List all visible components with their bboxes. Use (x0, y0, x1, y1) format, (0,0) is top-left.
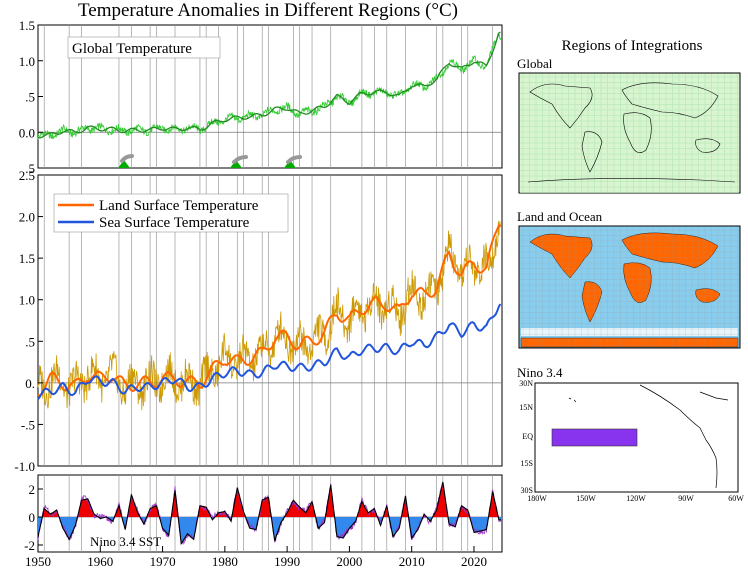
global-map-frame (518, 72, 741, 194)
volcano-markers (118, 154, 302, 168)
x-tick-label: 2010 (399, 554, 425, 568)
lon-label: 150W (576, 494, 596, 503)
y-tick-label: -2 (24, 538, 35, 553)
x-tick-label: 2020 (461, 554, 487, 568)
south-america-fill (581, 281, 603, 323)
legend-label-sea: Sea Surface Temperature (99, 215, 250, 231)
x-tick-label: 2000 (336, 554, 362, 568)
nino34-panel-label: Nino 3.4 SST (90, 534, 161, 549)
maps-heading: Regions of Integrations (562, 38, 703, 54)
lat-label: 15N (519, 403, 533, 412)
land-ocean-map-title: Land and Ocean (517, 209, 603, 224)
y-tick-label: 2.0 (19, 210, 35, 225)
y-tick-label: .5 (25, 161, 35, 176)
global-smoothed-line (37, 31, 501, 139)
y-tick-label: 1.5 (19, 251, 35, 266)
y-tick-label: 0 (29, 510, 36, 525)
volcano-marker (284, 160, 296, 168)
land-ocean-panel: -1.0 -.5 0. .5 1.0 1.5 2.0 2.5 Land Surface Tem… (14, 168, 503, 474)
y-tick-label: .5 (25, 334, 35, 349)
africa-fill (623, 262, 652, 303)
y-tick-label: 0. (25, 376, 35, 391)
sea-surface-temperature-line (37, 303, 502, 400)
nino34-series (37, 481, 502, 546)
caribbean-coast (699, 391, 729, 401)
x-tick-label: 1990 (274, 554, 300, 568)
nino-map-title: Nino 3.4 (517, 365, 563, 380)
volcano-marker (230, 160, 242, 168)
australia-fill (695, 288, 721, 303)
volcano-plume (232, 155, 248, 164)
y-tick-label: 1.5 (19, 18, 35, 33)
y-tick-label: .5 (25, 90, 35, 105)
lat-label: 30N (519, 379, 533, 388)
x-tick-label: 1970 (150, 554, 176, 568)
antarctica-outline (527, 178, 736, 183)
y-tick-label: 1.0 (19, 54, 35, 69)
x-tick-label: 1960 (87, 554, 113, 568)
land-ocean-legend-box (53, 193, 289, 233)
global-map-title: Global (517, 56, 553, 71)
lon-label: 120W (626, 494, 646, 503)
y-tick-label: 1.0 (19, 293, 35, 308)
land-ocean-series (37, 220, 502, 411)
volcano-plume (120, 154, 134, 163)
central-america-coast (639, 384, 718, 489)
y-tick-label: 2 (29, 482, 36, 497)
eurasia-outline (621, 82, 719, 119)
eurasia-fill (621, 232, 719, 269)
land-ocean-map-continents (520, 232, 739, 348)
north-america-outline (529, 83, 593, 129)
nino-smoothed-line (37, 481, 501, 546)
x-axis-ticks: 1950 1960 1970 1980 1990 2000 2010 2020 (25, 546, 487, 569)
africa-outline (623, 112, 652, 153)
global-map-coastlines (527, 82, 736, 183)
australia-outline (695, 138, 721, 153)
global-temperature-panel: .5 0.0 .5 1.0 1.5 Global Temperature (19, 18, 503, 176)
y-tick-label: -1.0 (14, 459, 35, 474)
lon-label: 60W (728, 494, 744, 503)
nino-map-coastlines (568, 384, 729, 489)
y-tick-label: 2.5 (19, 168, 35, 183)
nino-map-lat-labels: 30N 15N EQ 15S 30S (519, 379, 533, 495)
global-raw-line (37, 32, 502, 140)
nino34-y-ticks: -2 0 2 (24, 482, 43, 553)
land-ocean-map (518, 225, 741, 349)
global-map-grid (520, 74, 739, 193)
nino-map: 30N 15N EQ 15S 30S 180W 150W 120W 90W 60… (519, 379, 744, 503)
land-raw-line (37, 220, 502, 411)
antarctica-fill (520, 337, 739, 348)
global-map (518, 72, 741, 194)
legend-label-land: Land Surface Temperature (99, 198, 259, 214)
nino-negative-area (38, 517, 501, 544)
volcano-plume (286, 155, 302, 164)
lat-label: 30S (521, 486, 533, 495)
lon-label: 90W (678, 494, 694, 503)
figure-title: Temperature Anomalies in Different Regio… (78, 0, 458, 21)
land-ocean-map-grid (520, 227, 739, 347)
nino-map-lon-labels: 180W 150W 120W 90W 60W (527, 494, 744, 503)
global-legend-box (67, 36, 221, 59)
lon-label: 180W (527, 494, 547, 503)
land-surface-temperature-line (37, 223, 502, 397)
volcano-marker (118, 160, 130, 168)
global-y-ticks: .5 0.0 .5 1.0 1.5 (19, 18, 43, 176)
x-tick-label: 1950 (25, 554, 51, 568)
global-panel-label: Global Temperature (72, 41, 192, 57)
lat-label: EQ (522, 432, 533, 441)
sea-ice-band (521, 328, 738, 336)
y-tick-label: 0.0 (19, 125, 35, 140)
hawaii-islands (568, 397, 577, 403)
nino34-panel: -2 0 2 Nino 3.4 SST (24, 474, 503, 553)
y-tick-label: -.5 (21, 417, 35, 432)
global-series (37, 31, 502, 140)
nino34-region-box (551, 428, 638, 447)
lat-label: 15S (521, 459, 533, 468)
x-tick-label: 1980 (212, 554, 238, 568)
south-america-outline (581, 131, 603, 173)
land-ocean-y-ticks: -1.0 -.5 0. .5 1.0 1.5 2.0 2.5 (14, 168, 43, 474)
